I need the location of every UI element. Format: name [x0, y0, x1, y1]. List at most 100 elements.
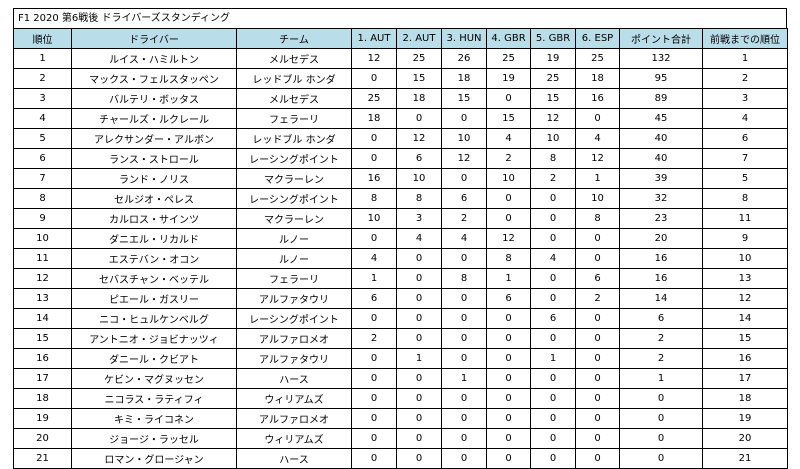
table-row: 16 ダニール・クビアト アルファタウリ 0 1 0 0 1 0 2 16 [13, 348, 788, 369]
race-1-cell: 4 [351, 248, 397, 269]
race-3-cell: 0 [441, 248, 487, 269]
rank-cell: 8 [13, 188, 72, 209]
table-row: 15 アントニオ・ジョビナッツィ アルファロメオ 2 0 0 0 0 0 2 15 [13, 328, 788, 349]
team-cell: アルファロメオ [236, 408, 352, 429]
driver-cell: バルテリ・ボッタス [71, 88, 237, 109]
race-5-cell: 6 [530, 308, 576, 329]
race-4-cell: 0 [486, 188, 531, 209]
rank-cell: 3 [13, 88, 72, 109]
race-3-cell: 8 [441, 268, 487, 289]
table-row: 18 ニコラス・ラティフィ ウィリアムズ 0 0 0 0 0 0 0 18 [13, 388, 788, 409]
race-2-cell: 6 [396, 148, 442, 169]
race-2-cell: 4 [396, 228, 442, 249]
driver-cell: チャールズ・ルクレール [71, 108, 237, 129]
race-4-cell: 0 [486, 448, 531, 469]
previous-rank-cell: 17 [702, 368, 788, 389]
rank-cell: 15 [13, 328, 72, 349]
previous-rank-cell: 11 [702, 208, 788, 229]
previous-rank-cell: 13 [702, 268, 788, 289]
race-4-cell: 0 [486, 408, 531, 429]
total-points-cell: 14 [619, 288, 703, 309]
total-points-cell: 2 [619, 348, 703, 369]
team-cell: アルファタウリ [236, 348, 352, 369]
team-cell: レッドブル ホンダ [236, 128, 352, 149]
race-1-cell: 0 [351, 368, 397, 389]
race-4-cell: 4 [486, 128, 531, 149]
race-4-cell: 0 [486, 328, 531, 349]
total-points-cell: 40 [619, 128, 703, 149]
driver-cell: ランド・ノリス [71, 168, 237, 189]
total-points-cell: 95 [619, 68, 703, 89]
race-5-cell: 0 [530, 268, 576, 289]
column-header-driver: ドライバー [71, 28, 237, 49]
race-2-cell: 0 [396, 428, 442, 449]
race-5-cell: 1 [530, 348, 576, 369]
driver-cell: アレクサンダー・アルボン [71, 128, 237, 149]
rank-cell: 9 [13, 208, 72, 229]
previous-rank-cell: 8 [702, 188, 788, 209]
race-3-cell: 0 [441, 388, 487, 409]
rank-cell: 16 [13, 348, 72, 369]
race-1-cell: 0 [351, 408, 397, 429]
race-6-cell: 0 [575, 228, 620, 249]
rank-cell: 6 [13, 148, 72, 169]
race-5-cell: 8 [530, 148, 576, 169]
total-points-cell: 0 [619, 448, 703, 469]
total-points-cell: 0 [619, 428, 703, 449]
rank-cell: 11 [13, 248, 72, 269]
race-2-cell: 0 [396, 328, 442, 349]
race-3-cell: 0 [441, 348, 487, 369]
race-4-cell: 15 [486, 108, 531, 129]
total-points-cell: 45 [619, 108, 703, 129]
race-2-cell: 0 [396, 288, 442, 309]
previous-rank-cell: 12 [702, 288, 788, 309]
race-4-cell: 12 [486, 228, 531, 249]
race-1-cell: 25 [351, 88, 397, 109]
race-1-cell: 0 [351, 348, 397, 369]
driver-cell: マックス・フェルスタッペン [71, 68, 237, 89]
race-2-cell: 18 [396, 88, 442, 109]
table-row: 5 アレクサンダー・アルボン レッドブル ホンダ 0 12 10 4 10 4 40 6 [13, 128, 788, 149]
table-row: 17 ケビン・マグヌッセン ハース 0 0 1 0 0 0 1 17 [13, 368, 788, 389]
rank-cell: 7 [13, 168, 72, 189]
team-cell: ウィリアムズ [236, 428, 352, 449]
race-4-cell: 0 [486, 428, 531, 449]
column-header-race-2: 2. AUT [396, 28, 442, 49]
table-body: 1 ルイス・ハミルトン メルセデス 12 25 26 25 19 25 132 1 2 マックス・フェル… [13, 48, 788, 469]
standings-table: 順位 ドライバー チーム 1. AUT 2. AUT 3. HUN 4. GBR… [13, 28, 788, 469]
team-cell: ウィリアムズ [236, 388, 352, 409]
team-cell: レーシングポイント [236, 188, 352, 209]
driver-cell: カルロス・サインツ [71, 208, 237, 229]
driver-cell: ケビン・マグヌッセン [71, 368, 237, 389]
rank-cell: 18 [13, 388, 72, 409]
race-5-cell: 4 [530, 248, 576, 269]
rank-cell: 5 [13, 128, 72, 149]
race-5-cell: 12 [530, 108, 576, 129]
rank-cell: 20 [13, 428, 72, 449]
previous-rank-cell: 7 [702, 148, 788, 169]
previous-rank-cell: 20 [702, 428, 788, 449]
race-6-cell: 0 [575, 308, 620, 329]
standings-sheet: F1 2020 第6戦後 ドライバーズスタンディング 順位 ドライバー チーム … [13, 8, 788, 469]
race-5-cell: 0 [530, 288, 576, 309]
race-3-cell: 12 [441, 148, 487, 169]
rank-cell: 13 [13, 288, 72, 309]
driver-cell: セルジオ・ペレス [71, 188, 237, 209]
column-header-previous-rank: 前戦までの順位 [702, 28, 788, 49]
race-2-cell: 0 [396, 268, 442, 289]
race-4-cell: 2 [486, 148, 531, 169]
total-points-cell: 0 [619, 408, 703, 429]
race-2-cell: 10 [396, 168, 442, 189]
race-5-cell: 0 [530, 328, 576, 349]
race-1-cell: 0 [351, 388, 397, 409]
driver-cell: ロマン・グロージャン [71, 448, 237, 469]
race-1-cell: 0 [351, 68, 397, 89]
race-6-cell: 4 [575, 128, 620, 149]
team-cell: アルファタウリ [236, 288, 352, 309]
race-6-cell: 18 [575, 68, 620, 89]
race-1-cell: 2 [351, 328, 397, 349]
team-cell: メルセデス [236, 48, 352, 69]
race-1-cell: 12 [351, 48, 397, 69]
team-cell: アルファロメオ [236, 328, 352, 349]
race-3-cell: 18 [441, 68, 487, 89]
